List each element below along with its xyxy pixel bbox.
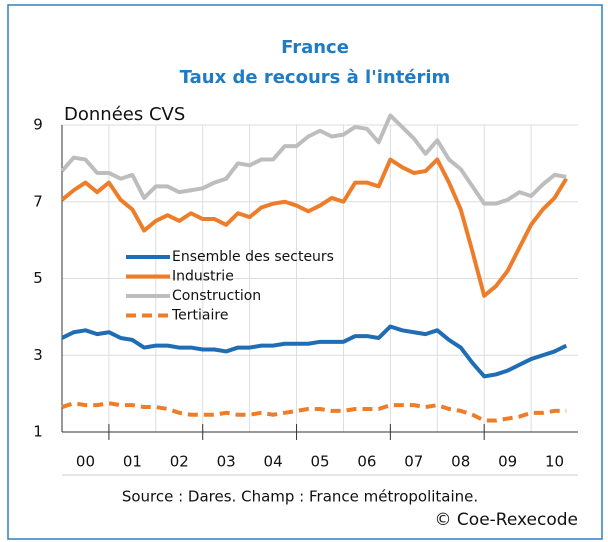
legend-label: Ensemble des secteurs — [172, 249, 334, 265]
source: Source : Dares. Champ : France métropoli… — [122, 488, 478, 506]
x-tick-label: 04 — [264, 453, 283, 471]
series-line — [60, 113, 567, 206]
legend-label: Industrie — [172, 269, 234, 285]
legend-label: Tertiaire — [171, 308, 228, 324]
x-tick-label: 06 — [357, 453, 376, 471]
x-tick-label: 07 — [404, 453, 423, 471]
series-line — [61, 401, 567, 423]
x-tick-label: 08 — [451, 453, 470, 471]
x-tick-label: 10 — [545, 453, 564, 471]
y-tick-label: 3 — [33, 346, 43, 364]
x-tick-label: 09 — [498, 453, 517, 471]
legend-label: Construction — [172, 288, 261, 304]
y-tick-label: 7 — [33, 192, 43, 210]
chart-subtitle: Taux de recours à l'intérim — [180, 67, 451, 88]
x-tick-label: 02 — [170, 453, 189, 471]
x-tick-label: 01 — [123, 453, 142, 471]
y-tick-label: 5 — [33, 269, 43, 287]
x-tick-label: 03 — [217, 453, 236, 471]
y-axis-label: Données CVS — [64, 104, 185, 125]
frame — [7, 4, 603, 540]
series-line — [60, 157, 568, 298]
credit: © Coe-Rexecode — [435, 510, 578, 530]
chart-title: France — [281, 37, 349, 58]
x-tick-label: 00 — [76, 453, 95, 471]
series-line — [61, 324, 568, 379]
y-tick-label: 1 — [33, 423, 43, 441]
x-tick-label: 05 — [310, 453, 329, 471]
y-tick-label: 9 — [33, 116, 43, 134]
